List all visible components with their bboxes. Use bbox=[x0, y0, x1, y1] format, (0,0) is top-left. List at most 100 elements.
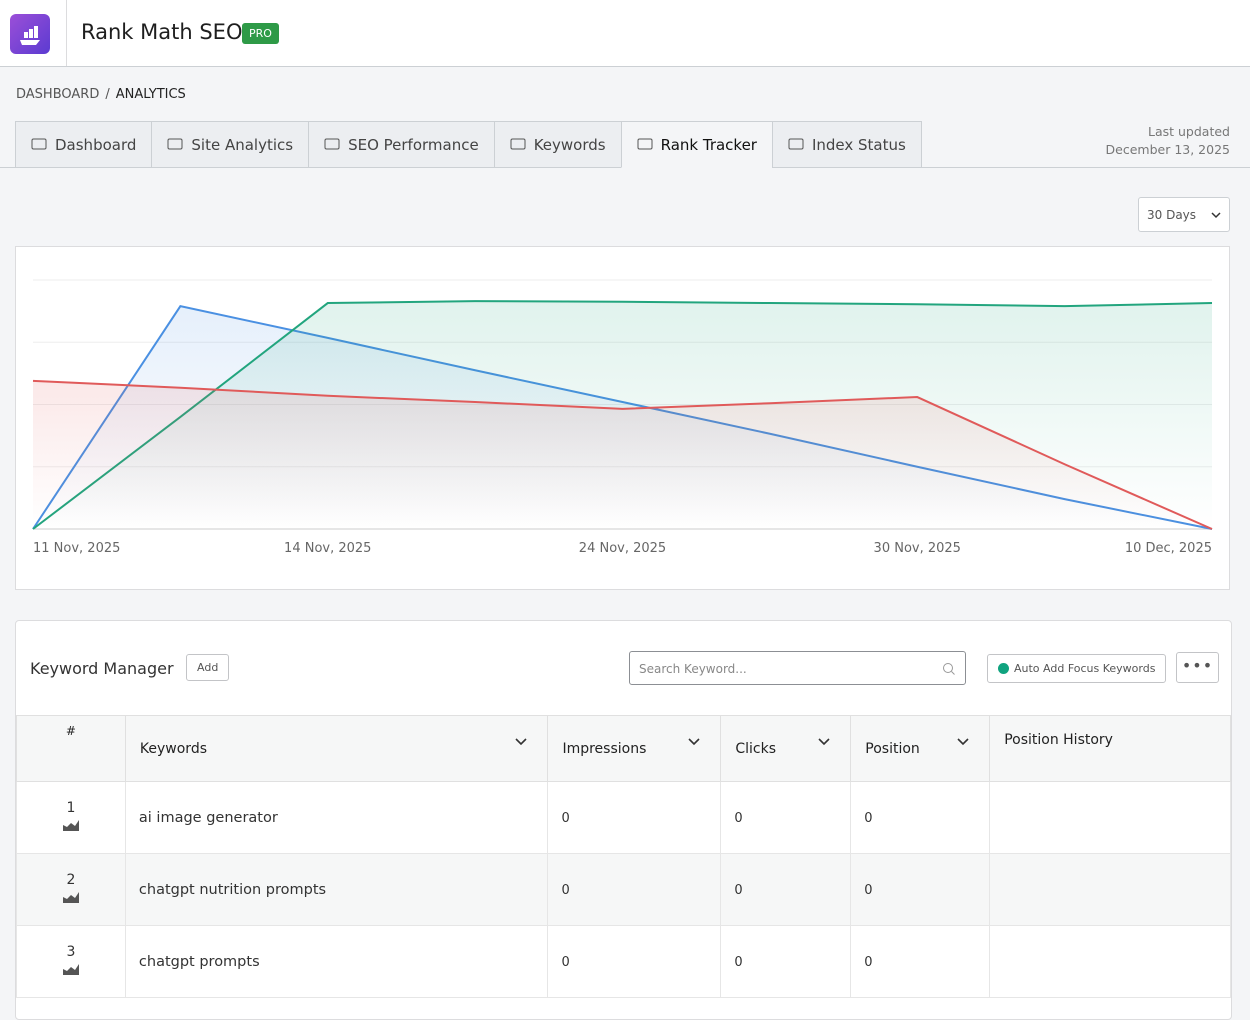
header-label: Position History bbox=[1004, 732, 1113, 748]
more-button[interactable]: ••• bbox=[1176, 652, 1219, 683]
row-number: 1 bbox=[66, 799, 76, 816]
last-updated: Last updated December 13, 2025 bbox=[1106, 123, 1230, 159]
section-title: Keyword Manager bbox=[30, 659, 174, 678]
icon-shape bbox=[324, 138, 340, 149]
header-label: Keywords bbox=[139, 740, 207, 757]
cell-text: 0 bbox=[864, 882, 873, 898]
icon-shape bbox=[637, 138, 653, 149]
column-header[interactable]: Keywords bbox=[124, 715, 549, 782]
tab-icon bbox=[324, 138, 340, 149]
cell: 0 bbox=[850, 781, 991, 854]
sort-icon bbox=[957, 738, 969, 746]
area bbox=[33, 380, 1212, 529]
history-icon[interactable] bbox=[62, 888, 80, 904]
table-row: 2 chatgpt nutrition prompts 0 0 0 bbox=[16, 853, 1231, 926]
date: December 13, 2025 bbox=[1105, 142, 1230, 157]
tab[interactable]: Dashboard bbox=[15, 121, 152, 168]
keyword-table: # Keywords Impressions Clicks Position Positi… bbox=[16, 715, 1231, 998]
keyword-cell: chatgpt nutrition prompts bbox=[124, 853, 549, 926]
cell: 0 bbox=[850, 853, 991, 926]
sort-icon bbox=[818, 738, 830, 746]
cell: 0 bbox=[720, 781, 852, 854]
cell-text: 0 bbox=[561, 954, 570, 970]
sort-icon bbox=[515, 738, 528, 746]
logo[interactable] bbox=[10, 14, 50, 54]
cell-text: chatgpt nutrition prompts bbox=[138, 881, 327, 898]
tab-icon bbox=[167, 138, 183, 149]
column-header[interactable]: Impressions bbox=[547, 715, 722, 782]
tab[interactable]: Index Status bbox=[771, 121, 922, 168]
icon-shape bbox=[62, 891, 79, 903]
column-header[interactable]: Position bbox=[850, 715, 991, 782]
crumb-current: ANALYTICS bbox=[115, 87, 186, 102]
cell-text: 0 bbox=[561, 810, 570, 826]
cell: 0 bbox=[850, 925, 991, 998]
cell-text: 0 bbox=[734, 954, 743, 970]
range-value: 30 Days bbox=[1147, 208, 1197, 222]
pro-badge: PRO bbox=[242, 23, 279, 44]
tab-icon bbox=[31, 138, 47, 149]
tab-icon bbox=[510, 138, 526, 149]
cell: 0 bbox=[547, 781, 722, 854]
history-cell bbox=[989, 853, 1231, 926]
header-label: # bbox=[65, 724, 76, 738]
tab-label: Index Status bbox=[811, 135, 906, 154]
tab[interactable]: Site Analytics bbox=[151, 121, 309, 168]
tab[interactable]: Rank Tracker bbox=[620, 121, 772, 168]
crumb-sep: / bbox=[105, 87, 110, 102]
keyword-manager: Keyword Manager Add Search Keyword... Au… bbox=[15, 620, 1232, 1020]
search-icon bbox=[943, 663, 955, 675]
placeholder: Search Keyword... bbox=[639, 662, 747, 676]
icon-shape bbox=[510, 138, 526, 149]
crumb-link[interactable]: DASHBOARD bbox=[16, 87, 100, 102]
history-cell bbox=[989, 781, 1231, 854]
tab[interactable]: SEO Performance bbox=[308, 121, 494, 168]
cell: 0 bbox=[547, 853, 722, 926]
cell: 0 bbox=[720, 925, 852, 998]
row-number: 3 bbox=[66, 943, 76, 960]
add-button[interactable]: Add bbox=[186, 654, 230, 681]
cell: 2 bbox=[16, 853, 126, 926]
history-icon[interactable] bbox=[62, 816, 80, 832]
keyword-cell: ai image generator bbox=[124, 781, 549, 854]
cell-text: chatgpt prompts bbox=[138, 953, 260, 970]
history-cell bbox=[989, 925, 1231, 998]
chart-card: 11 Nov, 2025 14 Nov, 2025 24 Nov, 2025 30 N… bbox=[15, 246, 1230, 590]
top-bar bbox=[0, 0, 1250, 67]
search-input[interactable]: Search Keyword... bbox=[629, 651, 966, 685]
x-tick-label: 11 Nov, 2025 bbox=[33, 541, 120, 556]
icon-shape bbox=[788, 138, 804, 149]
chevron bbox=[515, 738, 528, 746]
tab-label: Site Analytics bbox=[191, 135, 294, 154]
auto-add-button[interactable]: Auto Add Focus Keywords bbox=[987, 654, 1167, 683]
keyword-cell: chatgpt prompts bbox=[124, 925, 549, 998]
header-label: Position bbox=[865, 740, 920, 757]
app-title: Rank Math SEO bbox=[81, 20, 243, 44]
chevron bbox=[688, 738, 700, 746]
x-tick-label: 24 Nov, 2025 bbox=[579, 541, 666, 556]
cell: 3 bbox=[16, 925, 126, 998]
cell-text: 0 bbox=[734, 810, 743, 826]
x-tick-label: 10 Dec, 2025 bbox=[1125, 541, 1212, 556]
tab[interactable]: Keywords bbox=[493, 121, 621, 168]
history-icon[interactable] bbox=[62, 960, 80, 976]
chevron bbox=[1211, 212, 1221, 219]
chevron bbox=[818, 738, 830, 746]
header-row: # Keywords Impressions Clicks Position Positi… bbox=[16, 715, 1231, 782]
label: Last updated bbox=[1148, 124, 1230, 139]
column-header[interactable]: Clicks bbox=[720, 715, 852, 782]
range-select[interactable]: 30 Days bbox=[1138, 197, 1230, 232]
cell-text: 0 bbox=[864, 810, 873, 826]
chevron bbox=[957, 738, 969, 746]
cell-text: 0 bbox=[561, 882, 570, 898]
x-tick-label: 14 Nov, 2025 bbox=[284, 541, 371, 556]
tab-label: Rank Tracker bbox=[660, 135, 757, 154]
icon-shape bbox=[62, 963, 79, 975]
line bbox=[32, 300, 1213, 530]
chart: 11 Nov, 2025 14 Nov, 2025 24 Nov, 2025 30 N… bbox=[32, 279, 1213, 556]
tab-icon bbox=[788, 138, 804, 149]
column-header: # bbox=[16, 715, 126, 782]
separator bbox=[66, 0, 67, 66]
